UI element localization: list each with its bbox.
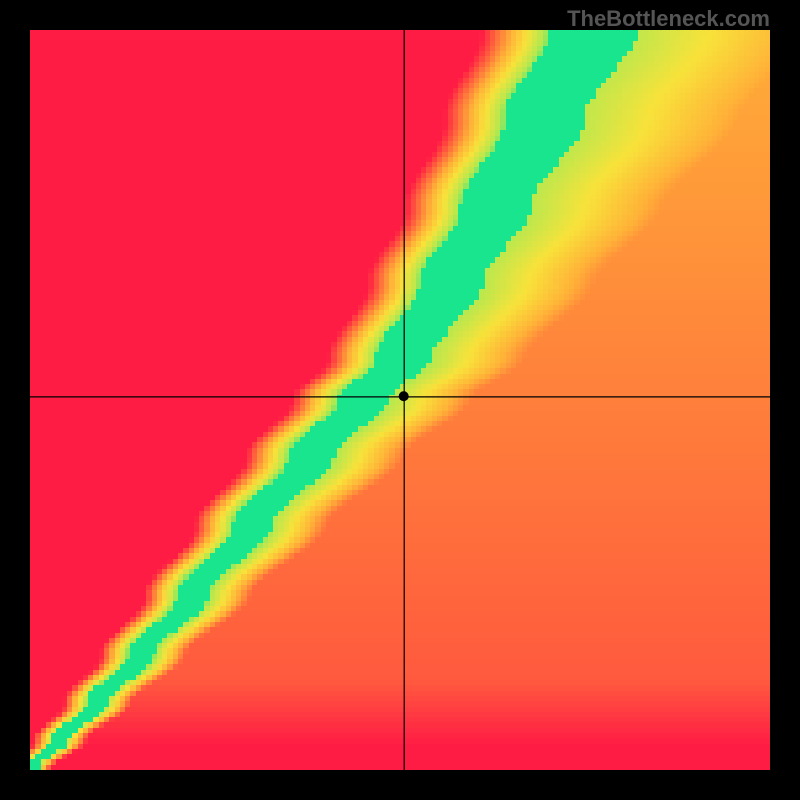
watermark-text: TheBottleneck.com	[567, 6, 770, 32]
chart-container: TheBottleneck.com	[0, 0, 800, 800]
bottleneck-heatmap	[30, 30, 770, 770]
